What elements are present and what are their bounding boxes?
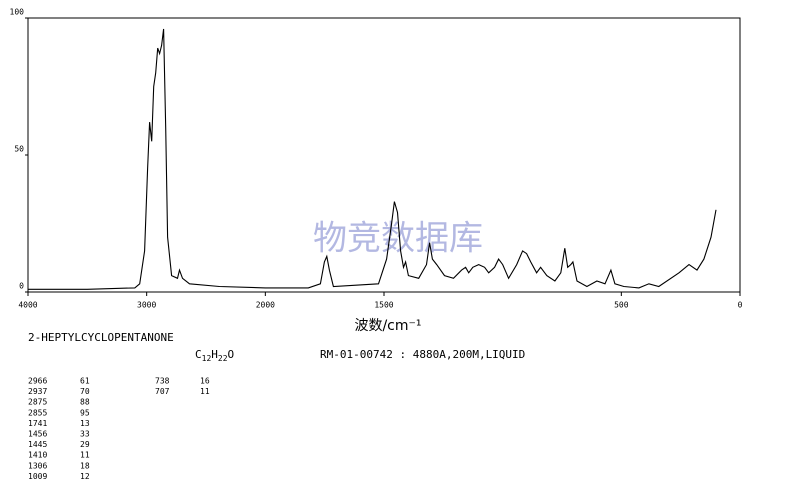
y-tick-label: 0 [19, 282, 24, 291]
spectrum-line [28, 28, 717, 290]
peak-intensity: 88 [80, 398, 90, 407]
peak-wavenumber: 1741 [28, 419, 47, 428]
peak-intensity: 13 [80, 419, 90, 428]
peak-wavenumber: 707 [155, 387, 170, 396]
formula: C12H22O [195, 348, 234, 363]
peak-intensity: 16 [200, 377, 210, 386]
peak-intensity: 70 [80, 387, 90, 396]
peak-wavenumber: 2966 [28, 377, 47, 386]
x-tick-label: 500 [614, 301, 629, 310]
peak-wavenumber: 1009 [28, 472, 47, 481]
y-tick-label: 100 [10, 8, 25, 17]
x-axis-label: 波数/cm⁻¹ [354, 318, 421, 334]
peak-intensity: 18 [80, 461, 90, 470]
x-tick-label: 2000 [256, 301, 275, 310]
peak-intensity: 29 [80, 440, 90, 449]
peak-wavenumber: 1456 [28, 430, 47, 439]
peak-intensity: 11 [80, 451, 90, 460]
peak-wavenumber: 1306 [28, 461, 47, 470]
peak-wavenumber: 1445 [28, 440, 47, 449]
peak-intensity: 11 [200, 387, 210, 396]
x-tick-label: 0 [738, 301, 743, 310]
x-tick-label: 1500 [374, 301, 393, 310]
peak-intensity: 12 [80, 472, 90, 481]
peak-wavenumber: 2855 [28, 408, 47, 417]
peak-intensity: 95 [80, 408, 90, 417]
peak-intensity: 61 [80, 377, 90, 386]
peak-wavenumber: 2875 [28, 398, 47, 407]
compound-name: 2-HEPTYLCYCLOPENTANONE [28, 331, 174, 344]
peak-wavenumber: 738 [155, 377, 170, 386]
peak-wavenumber: 1410 [28, 451, 47, 460]
peak-wavenumber: 2937 [28, 387, 47, 396]
peak-intensity: 33 [80, 430, 90, 439]
spectrum-code: RM-01-00742 : 4880A,200M,LIQUID [320, 348, 525, 361]
x-tick-label: 4000 [18, 301, 37, 310]
y-tick-label: 50 [14, 145, 24, 154]
x-tick-label: 3000 [137, 301, 156, 310]
